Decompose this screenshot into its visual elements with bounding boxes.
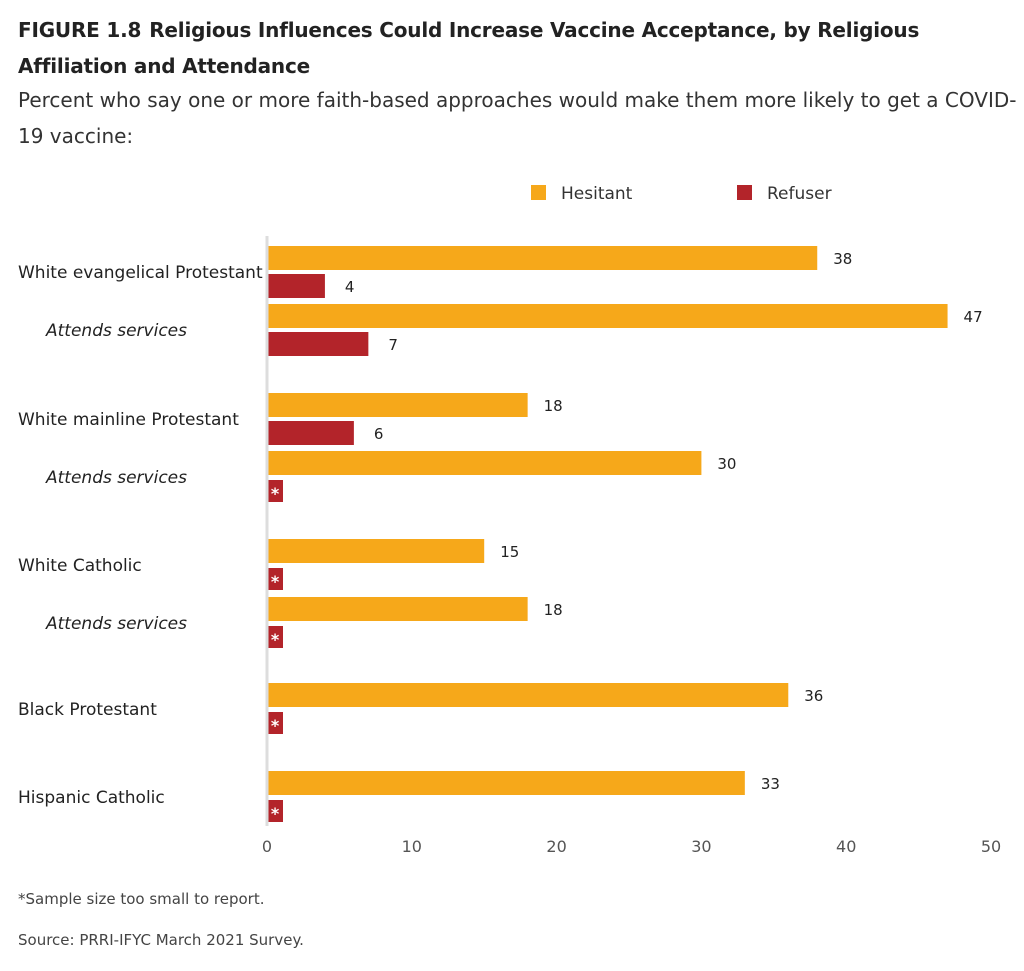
category-label: Attends services [45, 468, 187, 488]
data-label-hesitant: 18 [544, 397, 563, 415]
chart-subtitle: Percent who say one or more faith-based … [18, 88, 1017, 148]
suppressed-marker: * [271, 716, 280, 735]
data-label-hesitant: 33 [761, 775, 780, 793]
data-label-refuser: 6 [374, 425, 384, 443]
bar-hesitant [267, 771, 745, 795]
bar-chart: Hesitant Refuser White evangelical Protest… [18, 184, 1001, 856]
bar-hesitant [267, 597, 528, 621]
data-label-refuser: 7 [388, 336, 398, 354]
x-tick-label: 40 [836, 837, 856, 856]
suppressed-marker: * [271, 484, 280, 503]
bar-hesitant [267, 246, 818, 270]
category-label: Hispanic Catholic [18, 788, 165, 808]
data-label-hesitant: 18 [544, 601, 563, 619]
category-label: Attends services [45, 614, 187, 634]
data-label-refuser: 4 [345, 278, 355, 296]
figure-title-text: Religious Influences Could Increase Vacc… [18, 18, 920, 78]
data-label-hesitant: 30 [717, 455, 736, 473]
x-tick-label: 30 [691, 837, 711, 856]
bar-hesitant [267, 304, 948, 328]
suppressed-marker: * [271, 630, 280, 649]
figure-label: FIGURE 1.8 [18, 18, 142, 42]
suppressed-marker: * [271, 572, 280, 591]
data-label-hesitant: 36 [804, 687, 823, 705]
x-tick-label: 50 [981, 837, 1001, 856]
bar-hesitant [267, 683, 789, 707]
bar-hesitant [267, 451, 702, 475]
data-label-hesitant: 15 [500, 543, 519, 561]
footnote: *Sample size too small to report. [18, 890, 265, 908]
x-tick-label: 10 [402, 837, 422, 856]
category-label: White mainline Protestant [18, 410, 239, 430]
category-label: White Catholic [18, 556, 142, 576]
bar-refuser [267, 274, 325, 298]
bar-hesitant [267, 539, 485, 563]
chart-title: FIGURE 1.8 Religious Influences Could Inc… [18, 12, 1018, 84]
legend-swatch-refuser [737, 185, 752, 200]
category-label: Attends services [45, 321, 187, 341]
source-note: Source: PRRI-IFYC March 2021 Survey. [18, 931, 304, 949]
bar-refuser-suppressed [267, 480, 283, 502]
bar-refuser-suppressed [267, 626, 283, 648]
legend-label-refuser: Refuser [767, 184, 832, 204]
x-tick-label: 20 [546, 837, 566, 856]
data-label-hesitant: 47 [964, 308, 983, 326]
bar-refuser-suppressed [267, 568, 283, 590]
bar-refuser [267, 332, 369, 356]
bar-refuser-suppressed [267, 800, 283, 822]
category-label: White evangelical Protestant [18, 263, 263, 283]
suppressed-marker: * [271, 804, 280, 823]
legend-label-hesitant: Hesitant [561, 184, 633, 204]
bar-refuser [267, 421, 354, 445]
bar-hesitant [267, 393, 528, 417]
legend-swatch-hesitant [531, 185, 546, 200]
bar-refuser-suppressed [267, 712, 283, 734]
x-tick-label: 0 [262, 837, 272, 856]
data-label-hesitant: 38 [833, 250, 852, 268]
category-label: Black Protestant [18, 700, 157, 720]
